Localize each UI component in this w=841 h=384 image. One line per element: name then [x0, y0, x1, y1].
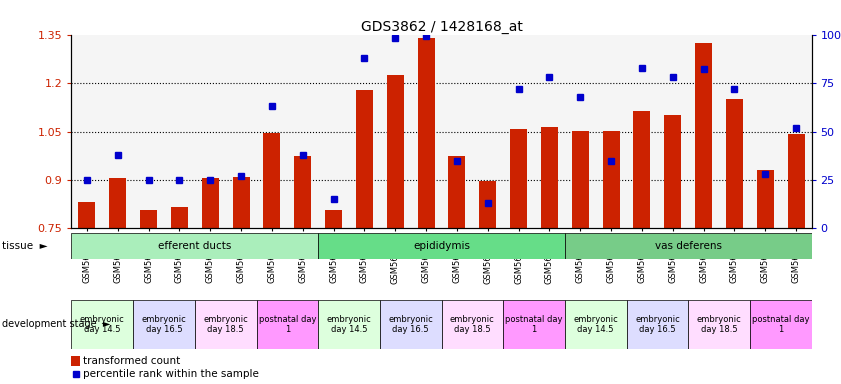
Bar — [71, 356, 81, 366]
Bar — [133, 300, 195, 349]
Bar — [565, 300, 627, 349]
Bar — [233, 177, 250, 228]
Text: development stage  ►: development stage ► — [2, 319, 110, 329]
Bar — [387, 75, 404, 228]
Text: percentile rank within the sample: percentile rank within the sample — [83, 369, 259, 379]
Bar — [318, 233, 565, 259]
Text: transformed count: transformed count — [83, 356, 181, 366]
Bar — [171, 207, 188, 228]
Text: embryonic
day 16.5: embryonic day 16.5 — [141, 315, 187, 334]
Bar — [448, 156, 465, 228]
Title: GDS3862 / 1428168_at: GDS3862 / 1428168_at — [361, 20, 522, 33]
Bar — [109, 178, 126, 228]
Bar — [726, 99, 743, 228]
Bar — [294, 156, 311, 228]
Bar — [750, 300, 812, 349]
Bar — [442, 300, 503, 349]
Bar — [603, 131, 620, 228]
Text: embryonic
day 14.5: embryonic day 14.5 — [80, 315, 124, 334]
Text: embryonic
day 18.5: embryonic day 18.5 — [450, 315, 495, 334]
Bar — [696, 43, 712, 228]
Text: postnatal day
1: postnatal day 1 — [752, 315, 810, 334]
Bar — [263, 133, 280, 228]
Text: postnatal day
1: postnatal day 1 — [505, 315, 563, 334]
Bar — [627, 300, 688, 349]
Text: postnatal day
1: postnatal day 1 — [258, 315, 316, 334]
Text: embryonic
day 16.5: embryonic day 16.5 — [389, 315, 433, 334]
Text: vas deferens: vas deferens — [654, 241, 722, 251]
Bar — [688, 300, 750, 349]
Bar — [503, 300, 565, 349]
Bar — [257, 300, 318, 349]
Bar — [195, 300, 257, 349]
Bar — [356, 89, 373, 228]
Text: embryonic
day 16.5: embryonic day 16.5 — [635, 315, 680, 334]
Bar — [418, 38, 435, 228]
Bar — [479, 181, 496, 228]
Bar — [318, 300, 380, 349]
Text: epididymis: epididymis — [413, 241, 470, 251]
Bar — [325, 210, 342, 228]
Bar — [788, 134, 805, 228]
Bar — [140, 210, 157, 228]
Text: embryonic
day 18.5: embryonic day 18.5 — [696, 315, 742, 334]
Bar — [510, 129, 527, 228]
Bar — [572, 131, 589, 228]
Bar — [664, 115, 681, 228]
Bar — [78, 202, 95, 228]
Bar — [202, 178, 219, 228]
Text: efferent ducts: efferent ducts — [158, 241, 231, 251]
Text: embryonic
day 18.5: embryonic day 18.5 — [204, 315, 248, 334]
Text: embryonic
day 14.5: embryonic day 14.5 — [326, 315, 372, 334]
Text: tissue  ►: tissue ► — [2, 241, 47, 251]
Bar — [380, 300, 442, 349]
Bar — [71, 233, 318, 259]
Bar — [565, 233, 812, 259]
Bar — [541, 127, 558, 228]
Text: embryonic
day 14.5: embryonic day 14.5 — [574, 315, 618, 334]
Bar — [757, 170, 774, 228]
Bar — [633, 111, 650, 228]
Bar — [71, 300, 133, 349]
